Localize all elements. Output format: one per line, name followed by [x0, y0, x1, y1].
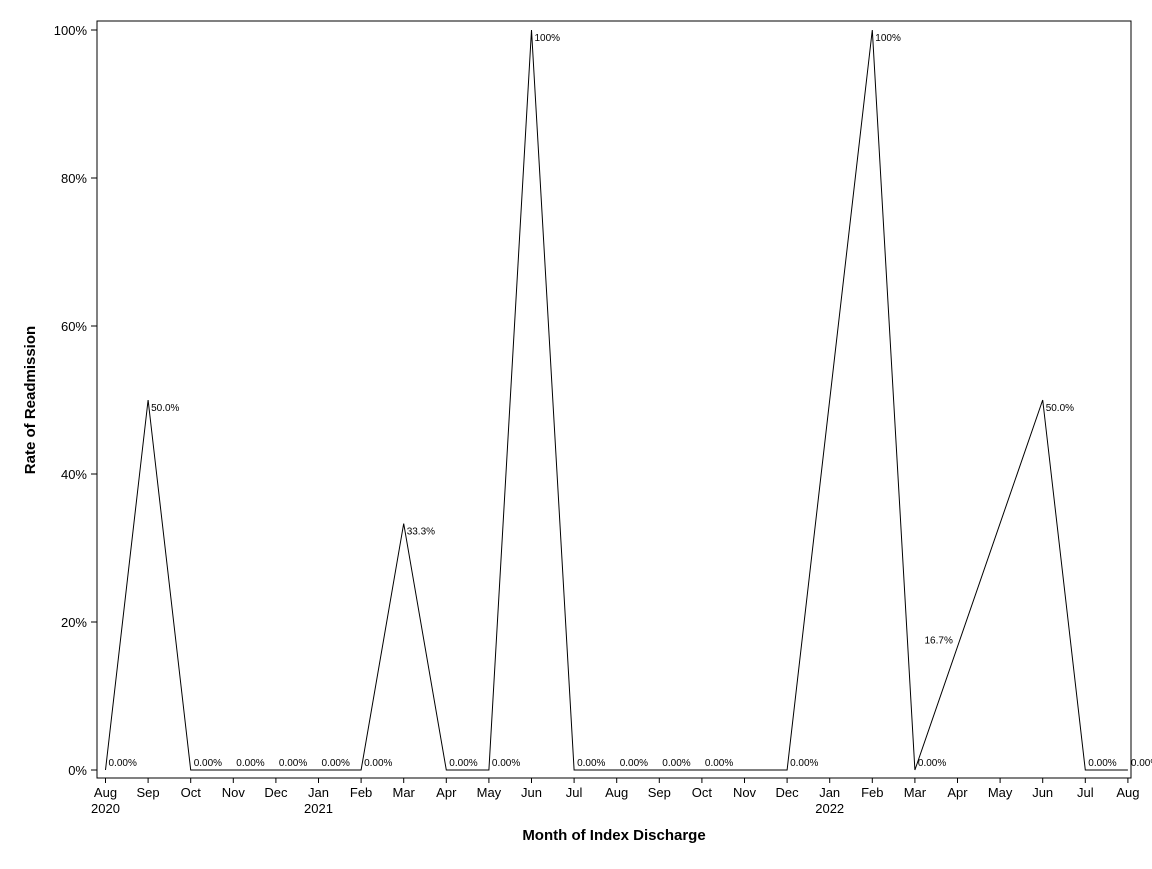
data-label: 0.00% — [109, 758, 137, 769]
data-label: 0.00% — [1088, 758, 1116, 769]
x-tick-label: Aug — [94, 785, 117, 800]
x-tick-label: Jul — [1077, 785, 1094, 800]
y-tick-label: 80% — [61, 171, 87, 186]
data-label: 0.00% — [449, 758, 477, 769]
y-tick-label: 0% — [68, 763, 87, 778]
x-tick-label: May — [477, 785, 502, 800]
data-label: 0.00% — [705, 758, 733, 769]
x-tick-label: Jan — [819, 785, 840, 800]
data-label: 0.00% — [322, 758, 350, 769]
x-year-label: 2020 — [91, 801, 120, 816]
x-tick-label: Jul — [566, 785, 583, 800]
plot-frame — [97, 21, 1131, 778]
data-label: 0.00% — [492, 758, 520, 769]
x-tick-label: Mar — [904, 785, 927, 800]
x-year-label: 2022 — [815, 801, 844, 816]
series-line-path — [106, 30, 1128, 770]
x-tick-label: Nov — [733, 785, 757, 800]
x-tick-label: Aug — [1116, 785, 1139, 800]
data-label: 0.00% — [236, 758, 264, 769]
data-label: 16.7% — [925, 635, 953, 646]
x-axis: Aug Sep Oct Nov Dec Jan Feb Mar Apr May Jun Jul Aug S… — [91, 778, 1139, 816]
x-tick-label: Feb — [350, 785, 372, 800]
x-tick-label: Dec — [264, 785, 288, 800]
data-label: 0.00% — [620, 758, 648, 769]
x-tick-label: Mar — [393, 785, 416, 800]
y-tick-label: 20% — [61, 615, 87, 630]
x-year-label: 2021 — [304, 801, 333, 816]
x-tick-label: Jan — [308, 785, 329, 800]
series-line — [106, 30, 1128, 770]
data-label: 0.00% — [790, 758, 818, 769]
x-tick-label: Oct — [181, 785, 202, 800]
x-tick-label: Sep — [648, 785, 671, 800]
data-label: 50.0% — [1046, 403, 1074, 414]
x-tick-label: Sep — [137, 785, 160, 800]
x-tick-label: Oct — [692, 785, 713, 800]
x-tick-label: Jun — [521, 785, 542, 800]
data-label: 0.00% — [364, 758, 392, 769]
x-tick-label: Jun — [1032, 785, 1053, 800]
data-label: 0.00% — [279, 758, 307, 769]
data-label: 0.00% — [918, 758, 946, 769]
data-label: 0.00% — [1131, 758, 1152, 769]
x-tick-label: May — [988, 785, 1013, 800]
x-tick-label: Aug — [605, 785, 628, 800]
y-axis: 0% 20% 40% 60% 80% 100% — [54, 23, 97, 778]
x-tick-label: Nov — [222, 785, 246, 800]
data-label: 33.3% — [407, 527, 435, 538]
data-label: 100% — [535, 33, 561, 44]
y-tick-label: 100% — [54, 23, 88, 38]
x-axis-title: Month of Index Discharge — [522, 827, 705, 844]
data-label: 0.00% — [194, 758, 222, 769]
data-label: 100% — [875, 33, 901, 44]
x-tick-label: Apr — [947, 785, 968, 800]
y-tick-label: 60% — [61, 319, 87, 334]
y-tick-label: 40% — [61, 467, 87, 482]
data-label: 0.00% — [662, 758, 690, 769]
x-tick-label: Feb — [861, 785, 883, 800]
x-tick-label: Dec — [776, 785, 800, 800]
data-label: 50.0% — [151, 403, 179, 414]
x-tick-label: Apr — [436, 785, 457, 800]
y-axis-title: Rate of Readmission — [22, 326, 39, 474]
data-labels: 0.00% 50.0% 0.00% 0.00% 0.00% 0.00% 0.00% 33.3%… — [109, 33, 1152, 769]
data-label: 0.00% — [577, 758, 605, 769]
